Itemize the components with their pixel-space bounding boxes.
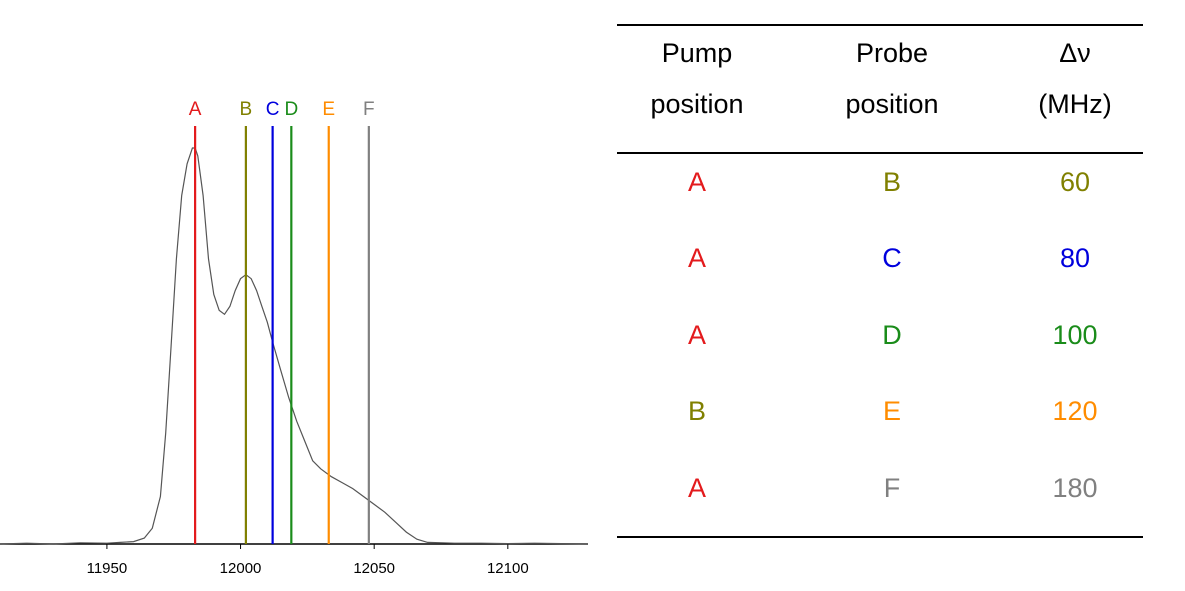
x-tick-label: 11950 [87,560,128,577]
header-pump-position: Pump position [650,38,744,119]
delta-cell: 60 [1059,166,1091,197]
marker-label-c: C [266,99,280,120]
pump-cell: A [687,472,706,503]
probe-cell: E [882,396,901,426]
marker-label-f: F [363,99,375,120]
marker-label-d: D [284,99,298,120]
pump-cell: A [687,166,706,197]
spectrum-line [0,147,589,545]
x-tick-label: 12050 [353,560,395,577]
table-bottom-rule [617,536,1143,538]
probe-cell: B [882,166,901,197]
marker-label-b: B [240,99,253,120]
delta-cell: 180 [1052,472,1098,503]
probe-cell: C [882,243,902,273]
table-row: A B 60 [617,152,1143,212]
pump-cell: B [687,396,706,426]
table-row: A F 180 [617,458,1143,518]
table-row: B E 120 [617,382,1143,442]
pump-cell: A [687,319,706,350]
probe-cell: D [882,319,902,350]
header-delta-nu: Δν (MHz) [1038,38,1112,119]
delta-cell: 100 [1052,319,1098,350]
header-probe-position: Probe position [845,38,939,119]
spectrum-chart: 11950 12000 12050 12100 A B C D E F [0,99,589,577]
pump-cell: A [687,243,706,273]
delta-cell: 80 [1059,243,1091,273]
table-row: A D 100 [617,305,1143,365]
table-header-row: Pump position Probe position Δν (MHz) [617,28,1143,148]
probe-cell: F [883,472,901,503]
delta-cell: 120 [1052,396,1098,426]
table-top-rule [617,24,1143,26]
table-header-rule [617,152,1143,154]
marker-label-a: A [189,99,202,120]
table-row: A C 80 [617,229,1143,289]
marker-label-e: E [322,99,335,120]
x-tick-label: 12100 [487,560,529,577]
x-tick-label: 12000 [220,560,262,577]
